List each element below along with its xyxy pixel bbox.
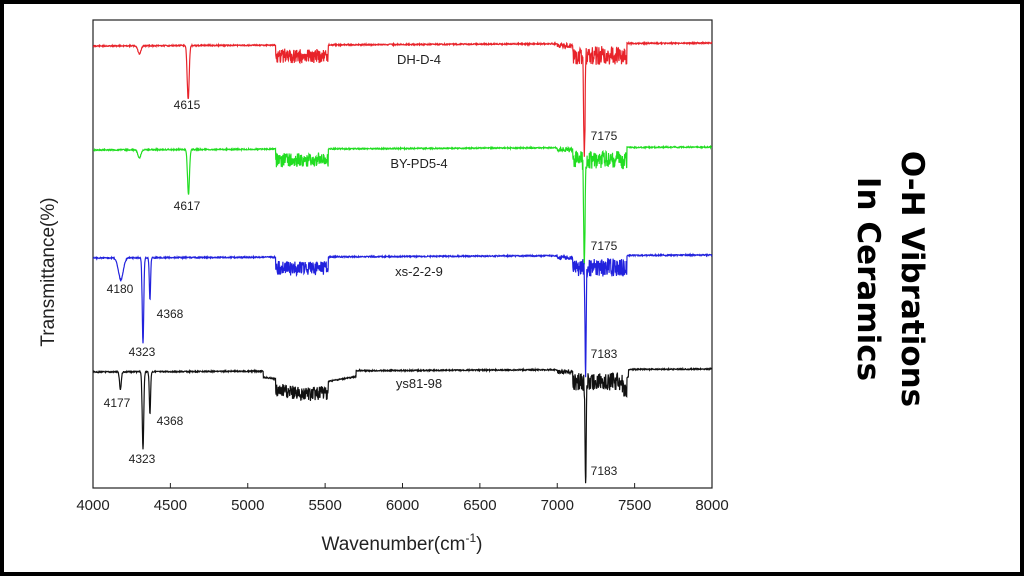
slide-title-line-2: In Ceramics [850, 176, 886, 382]
series-label: xs-2-2-9 [395, 264, 443, 279]
x-axis-title: Wavenumber(cm-1) [322, 531, 483, 555]
y-axis-title: Transmittance(%) [38, 197, 59, 346]
series-label: BY-PD5-4 [390, 156, 447, 171]
x-tick-label: 8000 [695, 497, 728, 514]
peak-label: 4177 [104, 396, 131, 410]
x-axis-title-main: Wavenumber(cm [322, 534, 466, 555]
x-tick-label: 6000 [386, 497, 419, 514]
x-axis-title-sup: -1 [465, 531, 476, 545]
x-tick-label: 6500 [463, 497, 496, 514]
series-labels: DH-D-4 BY-PD5-4 xs-2-2-9 ys81-98 [390, 52, 447, 391]
peak-label: 4323 [129, 345, 156, 359]
slide: DH-D-4 BY-PD5-4 xs-2-2-9 ys81-98 4615 7175 46… [4, 4, 1020, 572]
slide-title: O-H Vibrations In Ceramics [840, 114, 940, 444]
series-line [92, 40, 713, 157]
x-tick-label: 7500 [618, 497, 651, 514]
x-axis-ticks: 4000 4500 5000 5500 6000 6500 7000 7500 8000 [76, 483, 729, 514]
x-tick-label: 5500 [308, 497, 341, 514]
series-label: ys81-98 [396, 376, 442, 391]
peak-label: 4615 [174, 98, 201, 112]
slide-title-line-1: O-H Vibrations [894, 150, 930, 408]
x-tick-label: 4500 [154, 497, 187, 514]
peak-label: 4368 [157, 414, 184, 428]
peak-labels: 4615 7175 4617 7175 4180 4368 4323 7183 4177 4368… [104, 98, 618, 478]
spectrum-curves [92, 40, 713, 484]
peak-label: 4323 [129, 452, 156, 466]
x-tick-label: 5000 [231, 497, 264, 514]
peak-label: 7175 [591, 129, 618, 143]
peak-label: 7183 [591, 347, 618, 361]
peak-label: 4617 [174, 199, 201, 213]
peak-label: 7175 [591, 239, 618, 253]
peak-label: 7183 [591, 464, 618, 478]
peak-label: 4180 [107, 282, 134, 296]
x-tick-label: 4000 [76, 497, 109, 514]
x-tick-label: 7000 [541, 497, 574, 514]
series-label: DH-D-4 [397, 52, 441, 67]
series-line [92, 366, 713, 484]
x-axis-title-close: ) [476, 534, 482, 555]
peak-label: 4368 [157, 307, 184, 321]
series-line [92, 252, 713, 378]
series-line [92, 144, 713, 265]
plot-frame [92, 19, 713, 489]
